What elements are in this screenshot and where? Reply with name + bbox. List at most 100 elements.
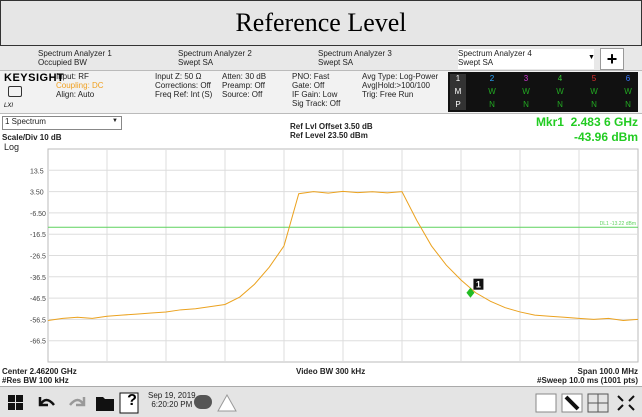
y-tick-label: 13.5 [30,168,44,175]
ref-level: Ref Level 23.50 dBm [290,131,368,140]
tab-mode: Occupied BW [38,58,87,67]
trace-detector: N [625,100,631,109]
windows-icon[interactable] [8,395,23,410]
scale-mode: Log [4,142,20,152]
y-tick-label: -66.5 [30,339,46,346]
clock: Sep 19, 2019 6:20:20 PM [148,391,196,409]
trace-mode: W [522,87,530,96]
y-tick-label: -46.5 [30,296,46,303]
setting: Align: Auto [56,90,95,99]
tab-mode: Swept SA [458,58,494,67]
setting: Avg Type: Log-Power [362,72,439,81]
trace-mode: W [590,87,598,96]
alert-icon[interactable] [217,393,237,412]
zoom-icon[interactable] [617,395,635,411]
tab-name: Spectrum Analyzer 4 [458,49,532,58]
y-tick-label: -36.5 [30,275,46,282]
title: Reference Level [235,8,407,37]
setting: Coupling: DC [56,81,104,90]
trace-number: 5 [592,74,597,83]
trace-detector: N [523,100,529,109]
folder-icon[interactable] [96,397,114,411]
trace-detector: N [591,100,597,109]
settings-col: PNO: Fast Gate: Off IF Gain: Low Sig Track:… [292,72,340,108]
marker-x: 2.483 6 GHz [570,115,638,129]
add-button[interactable]: + [600,48,624,70]
brand-sub: LXI [4,103,14,109]
trace-mode: W [488,87,496,96]
sweep: #Sweep 10.0 ms (1001 pts) [537,376,638,385]
tab-dropdown[interactable]: ▼ [588,54,595,61]
trace-number: 6 [626,74,631,83]
trace-mode: W [556,87,564,96]
setting: Sig Track: Off [292,99,341,108]
y-tick-label: -26.5 [30,254,46,261]
trace-number: 4 [558,74,563,83]
setting: Trig: Free Run [362,90,414,99]
help-button[interactable] [119,392,139,414]
tab[interactable]: Spectrum Analyzer 2 Swept SA [178,49,252,67]
trace-highlight [450,74,466,110]
y-tick-label: -16.5 [30,232,46,239]
settings-col: Input: RF Coupling: DC Align: Auto [56,72,104,99]
taskbar [0,386,642,417]
display-line-label: DL1 -13.22 dBm [600,221,636,227]
trace-number: 3 [524,74,529,83]
tab-name: Spectrum Analyzer 2 [178,49,252,58]
setting: Input Z: 50 Ω [155,72,202,81]
redo-icon[interactable] [69,397,86,407]
span: Span 100.0 MHz [577,367,638,376]
trace-detector: N [489,100,495,109]
marker-readout: Mkr1 2.483 6 GHz [536,115,638,129]
chart: 13.5 3.50 -6.50 -16.5 -26.5 -36.5 -46.5 -56.5 -6… [30,148,639,363]
help-label[interactable]: ? [127,392,137,409]
setting: Gate: Off [292,81,325,90]
touch-mark [564,395,580,411]
setting: Atten: 30 dB [222,72,267,81]
date: Sep 19, 2019 [148,391,196,400]
undo-icon[interactable] [38,397,55,407]
trace-mode: M [455,87,462,96]
tab-name: Spectrum Analyzer 3 [318,49,392,58]
trace-detector: P [455,100,460,109]
brand: KEYSIGHT [4,72,65,84]
setting: Preamp: Off [222,81,265,90]
time: 6:20:20 PM [151,400,193,409]
marker-name: Mkr1 [535,115,564,129]
marker [466,287,475,298]
grid-icon[interactable] [587,393,609,413]
marker-number: 1 [476,280,481,290]
marker-y: -43.96 dBm [573,130,638,144]
brand-icon [8,86,22,97]
marker-flag [473,278,484,290]
setting: IF Gain: Low [292,90,338,99]
trace [47,190,639,321]
keypad-icon[interactable] [535,393,557,413]
setting: Corrections: Off [155,81,211,90]
trace-number: 2 [490,74,495,83]
setting: Source: Off [222,90,263,99]
window-select[interactable]: 1 Spectrum ▼ [2,116,122,130]
trace-number: 1 [456,74,461,83]
tab-mode: Swept SA [318,58,354,67]
title-bar: Reference Level [0,0,642,46]
trace-mode: W [624,87,632,96]
setting: Freq Ref: Int (S) [155,90,213,99]
settings-col: Input Z: 50 Ω Corrections: Off Freq Ref: I… [155,72,212,99]
trace-detector: N [557,100,563,109]
vbw: Video BW 300 kHz [296,367,366,376]
taskbar-icons [8,392,635,414]
tab-mode: Swept SA [178,58,214,67]
settings-col: Atten: 30 dB Preamp: Off Source: Off [222,72,266,99]
tab-name: Spectrum Analyzer 1 [38,49,112,58]
tab[interactable]: Spectrum Analyzer 4 Swept SA [458,49,594,69]
scale-div: Scale/Div 10 dB [2,133,62,142]
center-freq: Center 2.46200 GHz [2,367,77,376]
tab[interactable]: Spectrum Analyzer 3 Swept SA [318,49,392,67]
tab[interactable]: Spectrum Analyzer 1 Occupied BW [38,49,112,67]
settings-col: Avg Type: Log-Power Avg|Hold:>100/100 Trig… [362,72,438,99]
y-tick-label: 3.50 [30,190,44,197]
chat-icon[interactable] [194,395,212,409]
